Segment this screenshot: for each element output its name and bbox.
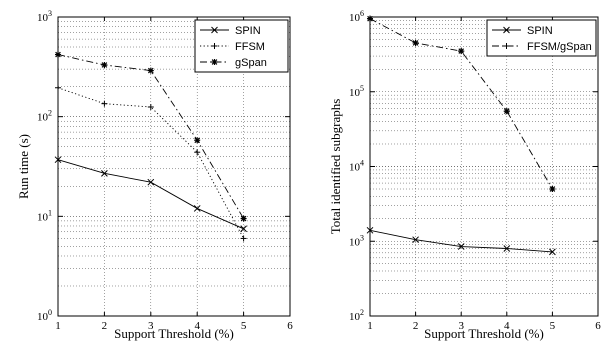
- x-tick-label: 3: [458, 320, 464, 332]
- legend-label: FFSM: [235, 41, 265, 53]
- series-ffsm: [55, 84, 247, 242]
- x-axis-title: Support Threshold (%): [424, 326, 544, 341]
- data-point-b: [54, 156, 62, 164]
- y-tick-label: 103: [349, 233, 364, 248]
- data-point-d: [549, 186, 556, 192]
- data-point-d: [412, 40, 419, 46]
- data-point-d: [147, 67, 154, 74]
- data-point-b: [101, 169, 108, 177]
- legend: SPIN FFSM gSpan: [194, 19, 289, 73]
- data-point-d: [194, 137, 201, 144]
- series-spin: [366, 226, 556, 256]
- x-tick-label: 4: [194, 320, 200, 332]
- legend-box: [486, 19, 597, 57]
- y-tick-label: 102: [37, 109, 52, 124]
- x-tick-label: 5: [241, 320, 247, 332]
- legend: SPIN FFSM/gSpan: [486, 19, 597, 57]
- extra-markers: [367, 15, 556, 193]
- data-point-b: [457, 243, 465, 250]
- data-point-b: [503, 245, 511, 252]
- data-point-b: [193, 205, 201, 212]
- series-gspan: [55, 51, 247, 222]
- data-point-d: [367, 15, 373, 22]
- data-point-b: [240, 225, 247, 233]
- x-tick-label: 2: [413, 320, 419, 332]
- y-tick-label: 104: [349, 159, 364, 174]
- legend-marker-b: [503, 26, 510, 34]
- legend-marker-d: [211, 59, 218, 65]
- series-line: [57, 54, 244, 219]
- x-tick-label: 2: [102, 320, 108, 332]
- legend-box: [194, 19, 289, 73]
- y-tick-label: 101: [37, 208, 52, 223]
- x-axis-title: Support Threshold (%): [114, 326, 234, 341]
- legend-label: SPIN: [235, 25, 261, 37]
- x-tick-label: 3: [148, 320, 154, 332]
- data-point-d: [55, 51, 61, 58]
- y-axis-title: Run time (s): [16, 134, 31, 199]
- y-tick-label: 100: [37, 308, 52, 323]
- chart-panel-1: 1 2 3 4 5 6 100 101 102 103 Support Threshold (%) R…: [16, 9, 293, 341]
- data-point-d: [458, 48, 465, 54]
- plot-frame: [57, 16, 291, 317]
- legend-marker-b: [211, 26, 218, 34]
- legend-label: gSpan: [235, 57, 267, 69]
- data-point-b: [366, 226, 374, 234]
- legend-label: SPIN: [527, 25, 553, 37]
- series-line: [57, 87, 244, 239]
- data-point-d: [101, 62, 108, 68]
- series-spin: [54, 156, 247, 233]
- x-tick-label: 4: [504, 320, 510, 332]
- y-tick-label: 102: [349, 308, 364, 323]
- x-tick-label: 5: [550, 320, 556, 332]
- data-point-d: [240, 215, 247, 222]
- y-tick-label: 103: [37, 9, 52, 24]
- x-tick-label: 1: [367, 320, 373, 332]
- x-tick-label: 1: [55, 320, 61, 332]
- legend-label: FFSM/gSpan: [527, 41, 592, 53]
- data-point-b: [147, 178, 155, 186]
- data-point-d: [503, 108, 510, 114]
- x-tick-label: 6: [595, 320, 601, 332]
- y-tick-label: 106: [349, 9, 364, 24]
- chart-panel-2: 1 2 3 4 5 6 102 103 104 105 106 Support Threshold (…: [328, 9, 601, 341]
- data-point-b: [549, 248, 556, 256]
- y-tick-label: 105: [349, 84, 364, 99]
- x-tick-label: 6: [287, 320, 293, 332]
- data-point-b: [412, 236, 419, 244]
- grid: [369, 16, 599, 317]
- y-axis-title: Total identified subgraphs: [328, 99, 343, 235]
